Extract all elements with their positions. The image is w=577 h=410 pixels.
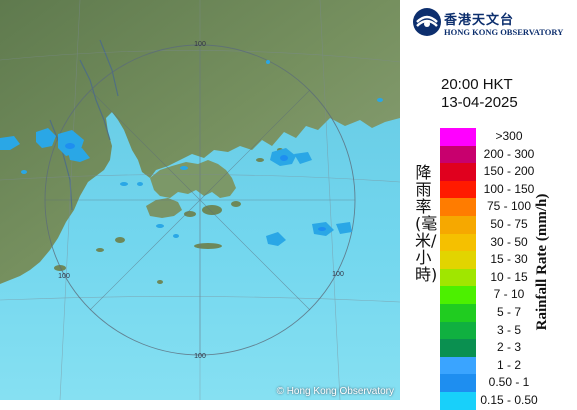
legend-swatch bbox=[440, 268, 476, 287]
legend-swatch bbox=[440, 233, 476, 252]
copyright-text: © Hong Kong Observatory bbox=[276, 386, 394, 397]
legend-label: 150 - 200 bbox=[483, 164, 535, 179]
legend-swatch bbox=[440, 128, 476, 146]
legend-swatch bbox=[440, 356, 476, 375]
legend-swatch bbox=[440, 215, 476, 234]
legend-label: 7 - 10 bbox=[493, 287, 525, 302]
logo-english-text: HONG KONG OBSERVATORY bbox=[444, 27, 564, 37]
hko-logo-icon bbox=[413, 8, 441, 36]
legend-label: 100 - 150 bbox=[483, 181, 535, 196]
ring-label-east: 100 bbox=[332, 271, 344, 278]
legend-label: 1 - 2 bbox=[496, 357, 521, 372]
radar-map: 100 100 100 100 bbox=[0, 0, 400, 400]
legend-label: 0.50 - 1 bbox=[488, 375, 530, 390]
rivers bbox=[49, 39, 119, 211]
legend-swatch bbox=[440, 391, 476, 410]
islands bbox=[54, 148, 283, 284]
hko-logo: 香港天文台 HONG KONG OBSERVATORY bbox=[412, 7, 574, 41]
legend-swatch bbox=[440, 163, 476, 181]
legend-swatch bbox=[440, 321, 476, 340]
legend-label: 0.15 - 0.50 bbox=[480, 392, 538, 407]
legend-label: >300 bbox=[495, 129, 523, 143]
legend-swatch bbox=[440, 339, 476, 357]
legend-swatch bbox=[440, 286, 476, 304]
legend-label: 2 - 3 bbox=[496, 340, 521, 355]
legend-label: 15 - 30 bbox=[490, 252, 528, 267]
rain-echoes bbox=[0, 60, 383, 246]
legend-title-chinese: 降雨率(毫米/小時) bbox=[415, 163, 438, 284]
legend-label: 3 - 5 bbox=[496, 322, 521, 337]
legend-label: 50 - 75 bbox=[490, 216, 528, 231]
ring-label-south: 100 bbox=[194, 353, 206, 360]
hong-kong-land bbox=[150, 160, 236, 198]
radar-date: 13-04-2025 bbox=[441, 94, 518, 111]
range-spokes bbox=[45, 45, 355, 355]
legend-panel: 香港天文台 HONG KONG OBSERVATORY 20:00 HKT 13… bbox=[400, 0, 577, 410]
lantau-island bbox=[146, 198, 182, 218]
radar-time: 20:00 HKT bbox=[441, 76, 513, 93]
legend-swatch bbox=[440, 374, 476, 392]
legend-swatch bbox=[440, 145, 476, 164]
legend-label: 30 - 50 bbox=[490, 234, 528, 249]
legend-label: 75 - 100 bbox=[486, 199, 532, 214]
legend-label: 5 - 7 bbox=[496, 304, 521, 319]
legend-label: 10 - 15 bbox=[490, 269, 528, 284]
legend-swatch bbox=[440, 198, 476, 216]
legend-swatch bbox=[440, 303, 476, 322]
ring-label-north: 100 bbox=[194, 41, 206, 48]
legend-swatch bbox=[440, 251, 476, 269]
legend-label: 200 - 300 bbox=[483, 146, 535, 161]
rain-echo-cores bbox=[65, 143, 326, 231]
legend-swatch bbox=[440, 180, 476, 199]
ring-label-west: 100 bbox=[58, 273, 70, 280]
logo-chinese-text: 香港天文台 bbox=[444, 13, 515, 28]
